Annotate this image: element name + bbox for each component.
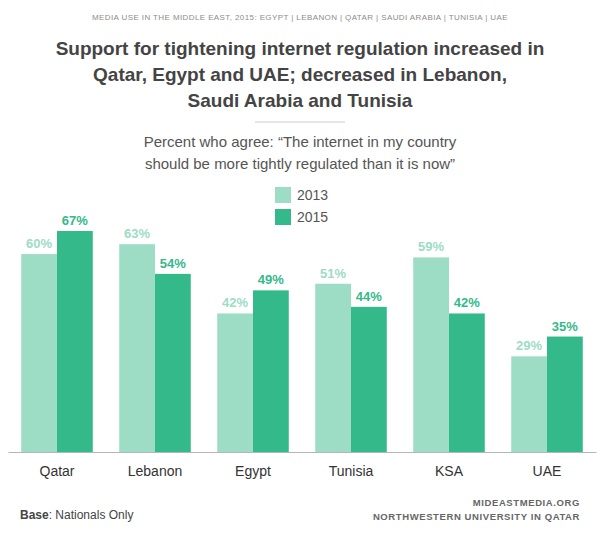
data-label: 54%	[160, 256, 186, 271]
x-tick: Lebanon	[128, 463, 183, 479]
x-tick-label: Lebanon	[128, 463, 183, 479]
x-tick: Tunisia	[329, 463, 374, 479]
x-tick: KSA	[435, 463, 464, 479]
supertitle: MEDIA USE IN THE MIDDLE EAST, 2015: EGYP…	[92, 13, 508, 22]
bar	[413, 257, 449, 452]
bar	[119, 244, 155, 452]
data-labels: 60% 63% 42% 51% 59% 29% 67% 54% 49% 44% 42% 35%	[26, 213, 578, 353]
chart: MEDIA USE IN THE MIDDLE EAST, 2015: EGYP…	[0, 0, 600, 540]
subtitle: Percent who agree: “The internet in my c…	[144, 133, 457, 150]
x-tick: UAE	[533, 463, 562, 479]
bars	[21, 231, 583, 452]
data-label: 42%	[454, 295, 480, 310]
bar	[155, 274, 191, 452]
x-tick-label: KSA	[435, 463, 464, 479]
legend: 2013 2015	[275, 187, 328, 225]
title: Qatar, Egypt and UAE; decreased in Leban…	[93, 64, 507, 85]
divider	[255, 122, 345, 123]
x-tick-label: Tunisia	[329, 463, 374, 479]
title: Saudi Arabia and Tunisia	[188, 90, 413, 111]
footnote-label: Base	[20, 508, 49, 522]
data-label: 44%	[356, 289, 382, 304]
legend-label: 2013	[297, 187, 328, 203]
bar	[21, 254, 57, 452]
source: MIDEASTMEDIA.ORG	[473, 497, 580, 508]
legend-swatch	[275, 187, 291, 203]
legend-label: 2015	[297, 209, 328, 225]
data-label: 35%	[552, 319, 578, 334]
bar	[351, 307, 387, 452]
x-tick: Egypt	[235, 463, 271, 479]
subtitle: should be more tightly regulated than it…	[145, 155, 455, 172]
data-label: 49%	[258, 272, 284, 287]
bar	[315, 284, 351, 452]
legend-swatch	[275, 209, 291, 225]
bar	[449, 313, 485, 452]
x-tick: Qatar	[39, 463, 74, 479]
footnote-text: : Nationals Only	[49, 508, 134, 522]
x-tick-label: UAE	[533, 463, 562, 479]
bar	[253, 290, 289, 452]
title: Support for tightening internet regulati…	[56, 38, 545, 59]
bar	[511, 356, 547, 452]
x-axis: Qatar Lebanon Egypt Tunisia KSA UAE	[9, 453, 597, 479]
x-tick-label: Qatar	[39, 463, 74, 479]
data-label: 63%	[124, 226, 150, 241]
data-label: 59%	[418, 239, 444, 254]
footnote: Base: Nationals Only	[20, 508, 133, 522]
data-label: 51%	[320, 266, 346, 281]
bar	[217, 313, 253, 452]
data-label: 67%	[62, 213, 88, 228]
data-label: 60%	[26, 236, 52, 251]
source: NORTHWESTERN UNIVERSITY IN QATAR	[373, 511, 580, 522]
x-axis-line	[9, 452, 597, 453]
data-label: 42%	[222, 295, 248, 310]
x-tick-label: Egypt	[235, 463, 271, 479]
data-label: 29%	[516, 338, 542, 353]
bar	[57, 231, 93, 452]
bar	[547, 337, 583, 452]
